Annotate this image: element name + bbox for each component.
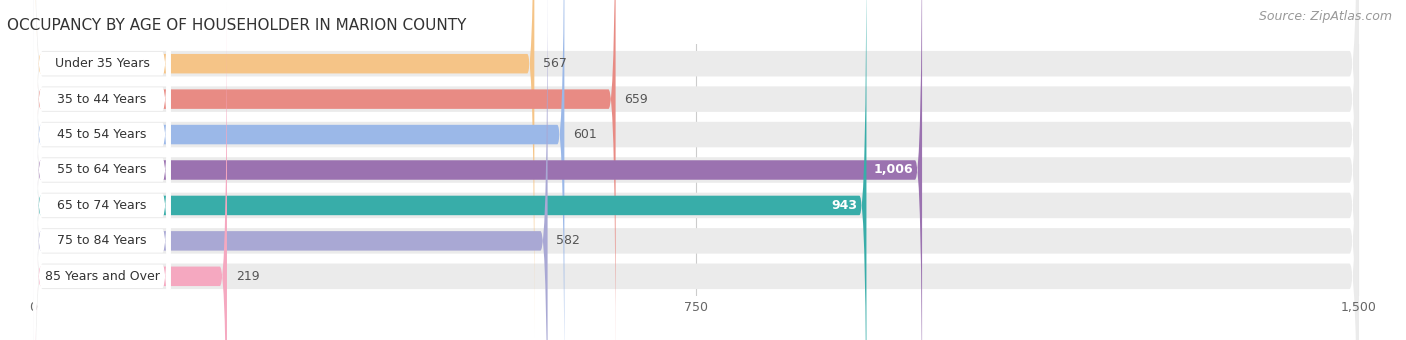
FancyBboxPatch shape [34,0,170,340]
Text: 582: 582 [557,234,581,248]
Text: 35 to 44 Years: 35 to 44 Years [58,92,146,106]
FancyBboxPatch shape [34,0,170,340]
FancyBboxPatch shape [34,0,866,340]
Text: Under 35 Years: Under 35 Years [55,57,149,70]
Text: 75 to 84 Years: 75 to 84 Years [58,234,146,248]
Text: 45 to 54 Years: 45 to 54 Years [58,128,146,141]
Text: Source: ZipAtlas.com: Source: ZipAtlas.com [1258,10,1392,23]
FancyBboxPatch shape [34,0,170,340]
Text: 943: 943 [831,199,858,212]
FancyBboxPatch shape [34,0,1358,340]
FancyBboxPatch shape [34,0,170,340]
FancyBboxPatch shape [34,3,226,340]
FancyBboxPatch shape [34,0,564,340]
FancyBboxPatch shape [34,0,170,340]
FancyBboxPatch shape [34,0,1358,340]
Text: 85 Years and Over: 85 Years and Over [45,270,159,283]
FancyBboxPatch shape [34,0,1358,340]
Text: 65 to 74 Years: 65 to 74 Years [58,199,146,212]
Text: 601: 601 [574,128,598,141]
FancyBboxPatch shape [34,0,1358,340]
FancyBboxPatch shape [34,0,922,340]
FancyBboxPatch shape [34,0,616,340]
Text: OCCUPANCY BY AGE OF HOUSEHOLDER IN MARION COUNTY: OCCUPANCY BY AGE OF HOUSEHOLDER IN MARIO… [7,18,467,33]
Text: 1,006: 1,006 [873,164,914,176]
Text: 659: 659 [624,92,648,106]
FancyBboxPatch shape [34,0,170,340]
FancyBboxPatch shape [34,0,1358,340]
Text: 55 to 64 Years: 55 to 64 Years [58,164,146,176]
FancyBboxPatch shape [34,0,170,340]
FancyBboxPatch shape [34,0,534,337]
Text: 219: 219 [236,270,260,283]
Text: 567: 567 [543,57,567,70]
FancyBboxPatch shape [34,0,547,340]
FancyBboxPatch shape [34,0,1358,340]
FancyBboxPatch shape [34,0,1358,340]
